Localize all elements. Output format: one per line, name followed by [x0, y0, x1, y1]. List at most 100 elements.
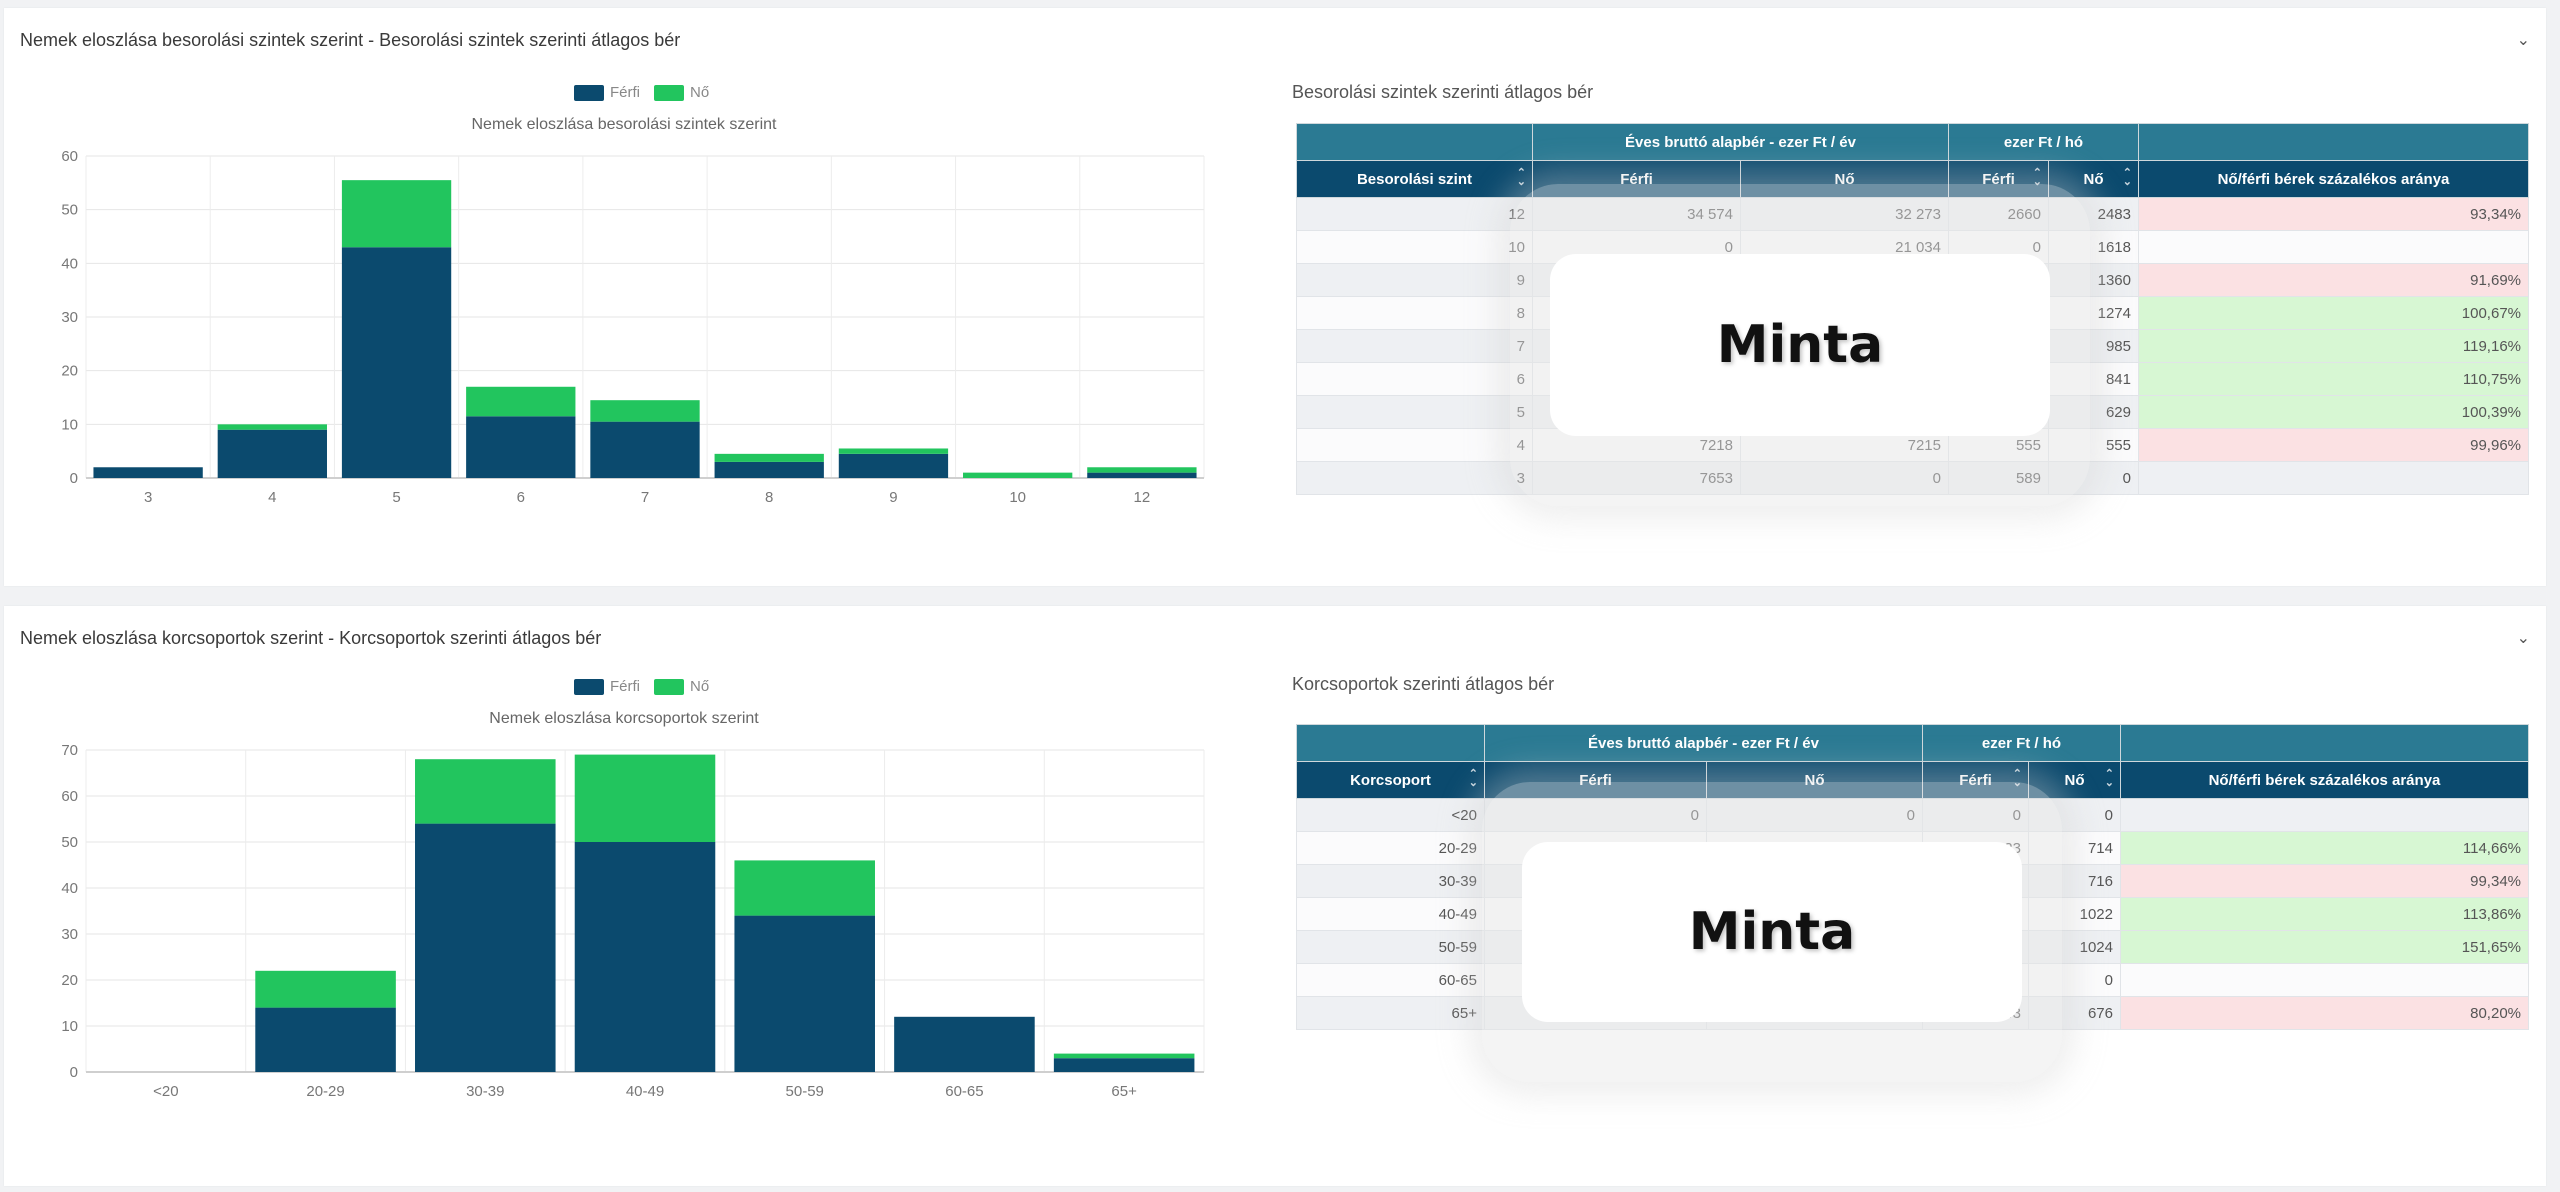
collapse-chevron-icon[interactable]: ⌄ [2516, 32, 2530, 49]
bar-no[interactable] [217, 424, 327, 430]
x-tick-label: 30-39 [466, 1083, 504, 1100]
column-header-arany[interactable]: Nő/férfi bérek százalékos aránya [2138, 160, 2529, 198]
ratio-cell: 93,34% [2138, 197, 2529, 231]
table-cell: 30-39 [1296, 864, 1485, 898]
x-tick-label: 50-59 [786, 1083, 824, 1100]
table-cell: 629 [2048, 395, 2139, 429]
bar-ferfi[interactable] [466, 416, 576, 478]
x-tick-label: 5 [392, 489, 400, 506]
bar-ferfi[interactable] [1087, 472, 1197, 478]
bar-no[interactable] [963, 472, 1073, 478]
legend-item-no[interactable]: Nő [654, 84, 709, 101]
table-cell: 12 [1296, 197, 1533, 231]
x-tick-label: 10 [1009, 489, 1026, 506]
ratio-cell: 114,66% [2120, 831, 2529, 865]
bar-ferfi[interactable] [341, 247, 452, 478]
bar-no[interactable] [574, 754, 716, 842]
table-row[interactable]: 10 0 21 034 0 1618 [1296, 230, 2529, 264]
column-header-ferfi-havi[interactable]: Férfi ⌃ ⌄ [1922, 761, 2029, 799]
bar-no[interactable] [1053, 1053, 1195, 1059]
collapse-chevron-icon[interactable]: ⌄ [2516, 630, 2530, 647]
bar-ferfi[interactable] [590, 421, 700, 478]
bar-ferfi[interactable] [894, 1016, 1035, 1072]
bar-ferfi[interactable] [217, 429, 327, 478]
column-header-no-eves[interactable]: Nő [1740, 160, 1949, 198]
ratio-cell: 119,16% [2138, 329, 2529, 363]
bar-ferfi[interactable] [415, 823, 556, 1072]
column-header-no-eves[interactable]: Nő [1706, 761, 1923, 799]
column-header-label: Férfi [1959, 771, 1992, 789]
table-cell: 716 [2028, 864, 2121, 898]
sort-icon[interactable]: ⌃ ⌄ [2032, 167, 2042, 188]
column-header-no-havi[interactable]: Nő ⌃ ⌄ [2048, 160, 2139, 198]
bar-no[interactable] [415, 759, 556, 824]
table-cell: 1022 [2028, 897, 2121, 931]
y-tick-label: 40 [61, 255, 78, 272]
column-header-label: Nő [2064, 771, 2085, 789]
bar-no[interactable] [838, 448, 949, 454]
legend-item-no[interactable]: Nő [654, 678, 709, 695]
ratio-cell [2120, 798, 2529, 832]
legend-item-ferfi[interactable]: Férfi [574, 84, 640, 101]
column-header-label: Korcsoport [1350, 771, 1431, 789]
sort-icon[interactable]: ⌃ ⌄ [2122, 167, 2132, 188]
table-cell: <20 [1296, 798, 1485, 832]
column-header-korcsoport[interactable]: Korcsoport ⌃ ⌄ [1296, 761, 1485, 799]
panel-title: Nemek eloszlása korcsoportok szerint - K… [20, 628, 602, 648]
bar-no[interactable] [466, 386, 576, 417]
legend-label: Férfi [610, 84, 640, 101]
header-group-eves: Éves bruttó alapbér - ezer Ft / év [1532, 123, 1949, 161]
bar-ferfi[interactable] [734, 915, 875, 1072]
bar-ferfi[interactable] [574, 842, 716, 1072]
column-header-arany[interactable]: Nő/férfi bérek százalékos aránya [2120, 761, 2529, 799]
y-tick-label: 50 [61, 202, 78, 219]
table-cell: 65+ [1296, 996, 1485, 1030]
table-cell: 1024 [2028, 930, 2121, 964]
bar-ferfi[interactable] [714, 461, 824, 478]
x-tick-label: 40-49 [626, 1083, 664, 1100]
bar-no[interactable] [590, 400, 700, 422]
column-header-label: Nő [2083, 170, 2104, 188]
column-header-besorolasi-szint[interactable]: Besorolási szint ⌃ ⌄ [1296, 160, 1533, 198]
sort-icon[interactable]: ⌃ ⌄ [2012, 768, 2022, 789]
sort-icon[interactable]: ⌃ ⌄ [2104, 768, 2114, 789]
bar-no[interactable] [255, 970, 396, 1008]
header-blank [2120, 724, 2529, 762]
y-tick-label: 50 [61, 834, 78, 851]
table-cell: 676 [2028, 996, 2121, 1030]
chart-legend: Férfi Nő [574, 678, 723, 695]
legend-item-ferfi[interactable]: Férfi [574, 678, 640, 695]
table-cell: 1360 [2048, 263, 2139, 297]
table-cell: 8 [1296, 296, 1533, 330]
bar-ferfi[interactable] [838, 453, 949, 478]
bar-ferfi[interactable] [255, 1007, 396, 1072]
sort-icon[interactable]: ⌃ ⌄ [1516, 167, 1526, 188]
x-tick-label: 9 [889, 489, 897, 506]
ratio-cell: 91,69% [2138, 263, 2529, 297]
table-row[interactable]: 3 7653 0 589 0 [1296, 461, 2529, 495]
table-cell: 7653 [1532, 461, 1741, 495]
header-blank [1296, 724, 1485, 762]
column-header-ferfi-eves[interactable]: Férfi [1484, 761, 1707, 799]
table-row[interactable]: <20 0 0 0 0 [1296, 798, 2529, 832]
panel-besorolasi-szintek: Nemek eloszlása besorolási szintek szeri… [4, 8, 2546, 586]
sort-icon[interactable]: ⌃ ⌄ [1468, 768, 1478, 789]
table-cell: 5 [1296, 395, 1533, 429]
chart-title: Nemek eloszlása besorolási szintek szeri… [471, 116, 777, 133]
table-title: Besorolási szintek szerinti átlagos bér [1292, 82, 1594, 102]
column-header-ferfi-eves[interactable]: Férfi [1532, 160, 1741, 198]
bar-ferfi[interactable] [1053, 1058, 1195, 1072]
bar-no[interactable] [714, 453, 824, 462]
bar-no[interactable] [341, 180, 452, 248]
legend-swatch-ferfi [574, 84, 604, 101]
x-tick-label: 60-65 [945, 1083, 983, 1100]
column-header-ferfi-havi[interactable]: Férfi ⌃ ⌄ [1948, 160, 2049, 198]
y-tick-label: 70 [61, 742, 78, 759]
table-cell: 2660 [1948, 197, 2049, 231]
bar-no[interactable] [1087, 467, 1197, 473]
x-tick-label: 20-29 [306, 1083, 344, 1100]
column-header-no-havi[interactable]: Nő ⌃ ⌄ [2028, 761, 2121, 799]
bar-no[interactable] [734, 860, 875, 916]
bar-ferfi[interactable] [93, 467, 203, 478]
watermark: Minta [1510, 184, 2090, 506]
